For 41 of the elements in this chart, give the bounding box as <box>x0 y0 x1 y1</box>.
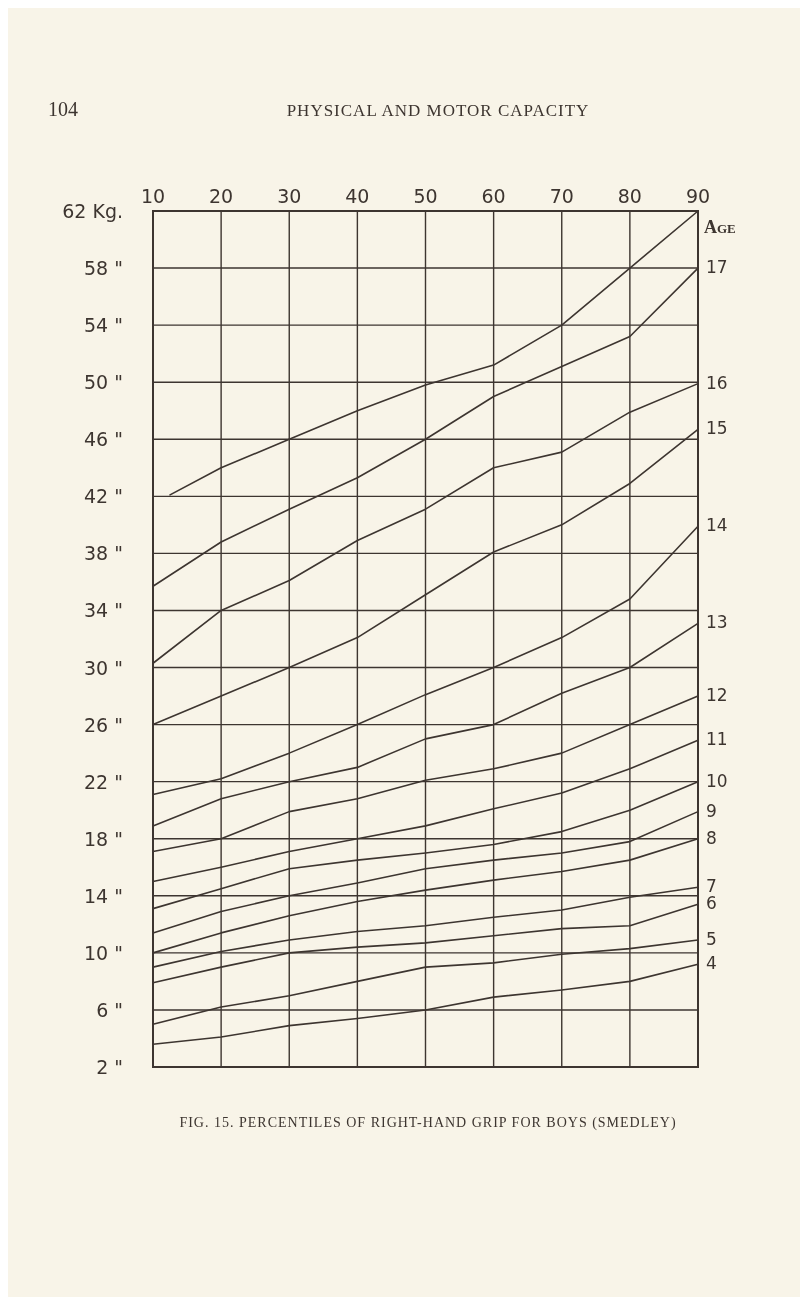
series-label: 10 <box>706 770 728 791</box>
series-label: 16 <box>706 372 728 393</box>
x-tick-label: 70 <box>549 185 574 207</box>
series-label: 17 <box>706 257 728 278</box>
y-tick-label: 62 Kg. <box>62 200 123 222</box>
y-tick-label: 34 " <box>84 599 123 622</box>
x-tick-label: 30 <box>277 185 302 207</box>
y-tick-label: 58 " <box>84 257 123 280</box>
text: PHYSICAL AND MOTOR CAPACITY <box>286 101 590 120</box>
text: FIG. 15. PERCENTILES OF RIGHT-HAND GRIP FOR BOYS (SMEDLEY) <box>179 1115 677 1131</box>
series-label: 12 <box>706 685 728 706</box>
x-tick-label: 40 <box>345 185 370 207</box>
series-label: 9 <box>706 800 717 821</box>
series-label: 15 <box>706 418 728 439</box>
x-tick-label: 10 <box>140 185 166 207</box>
series-label: 13 <box>706 612 728 633</box>
text: 104 <box>48 98 78 120</box>
y-tick-label: 38 " <box>84 542 123 565</box>
x-tick-label: 60 <box>481 185 506 207</box>
series-label: 4 <box>706 953 717 974</box>
y-tick-label: 2 " <box>96 1056 123 1078</box>
series-label: 8 <box>706 827 717 848</box>
y-tick-label: 14 " <box>84 884 123 907</box>
series-label: 5 <box>706 929 717 950</box>
y-tick-label: 50 " <box>84 371 123 394</box>
y-tick-label: 6 " <box>96 998 123 1021</box>
series-label: 14 <box>706 515 728 536</box>
series-label: 11 <box>706 729 728 750</box>
legend-title: Age <box>704 217 736 237</box>
x-tick-label: 80 <box>617 185 642 207</box>
y-tick-label: 54 " <box>84 314 123 337</box>
y-tick-label: 18 " <box>84 827 123 850</box>
y-tick-label: 10 " <box>84 941 123 964</box>
x-tick-label: 50 <box>413 185 438 207</box>
y-tick-label: 46 " <box>84 428 123 451</box>
x-tick-label: 90 <box>685 185 711 207</box>
y-tick-label: 30 " <box>84 656 123 679</box>
x-tick-label: 20 <box>209 185 234 207</box>
y-tick-label: 26 " <box>84 713 123 736</box>
y-tick-label: 22 " <box>84 770 123 793</box>
y-tick-label: 42 " <box>84 485 123 508</box>
